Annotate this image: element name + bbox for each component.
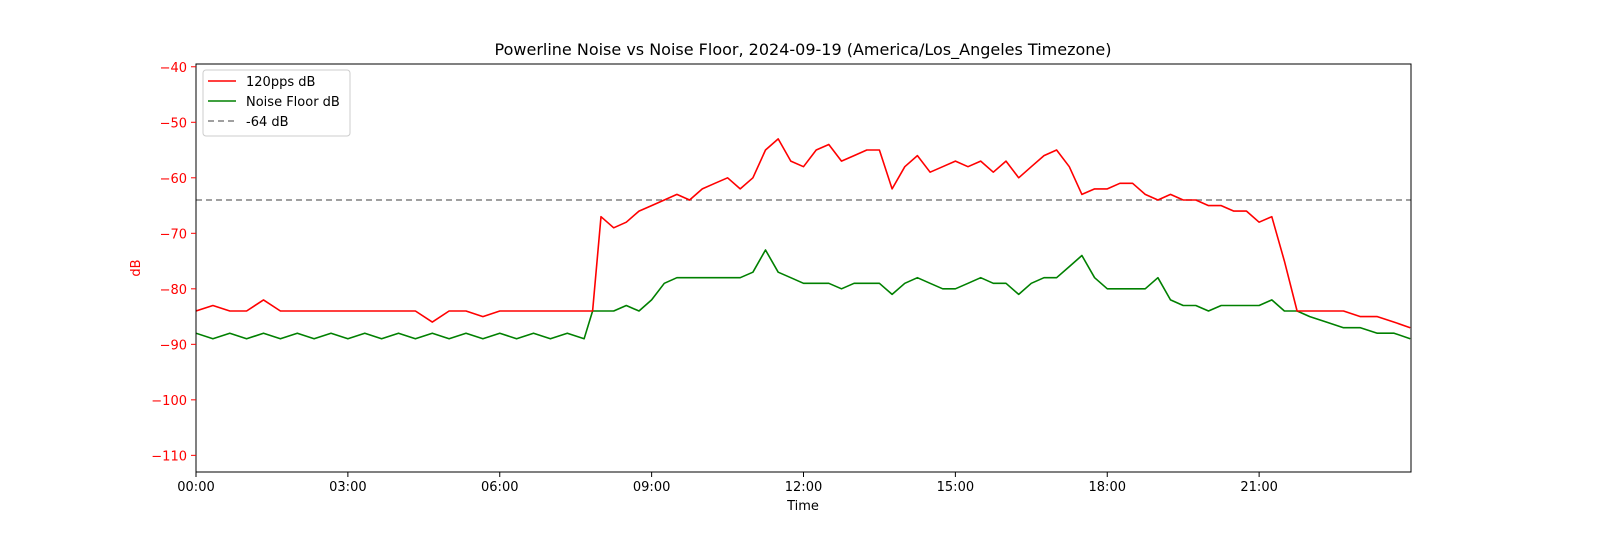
y-tick-label: −50: [160, 116, 187, 131]
legend-box: [202, 69, 351, 137]
y-tick-label: −70: [160, 227, 187, 242]
x-tick-label: 15:00: [937, 480, 974, 495]
x-tick-label: 00:00: [177, 480, 214, 495]
x-tick-label: 03:00: [329, 480, 366, 495]
series-line-powerline: [196, 138, 1411, 329]
y-tick-label: −100: [151, 394, 187, 409]
chart-title: Powerline Noise vs Noise Floor, 2024-09-…: [495, 40, 1112, 60]
y-axis: −40 −50 −60 −70 −80 −90 −100 −110: [151, 61, 196, 464]
legend-label: -64 dB: [246, 115, 289, 130]
x-tick-label: 09:00: [633, 480, 670, 495]
legend-label: 120pps dB: [246, 75, 315, 90]
legend: 120pps dB Noise Floor dB -64 dB: [202, 69, 351, 137]
plot-area: [195, 63, 1412, 473]
series-line-noise-floor: [196, 249, 1411, 340]
x-tick-label: 21:00: [1240, 480, 1277, 495]
x-axis: 00:00 03:00 06:00 09:00 12:00 15:00 18:00 21:00: [177, 472, 1278, 495]
y-tick-label: −80: [160, 283, 187, 298]
y-axis-label: dB: [129, 259, 144, 276]
y-tick-label: −110: [151, 449, 187, 464]
x-tick-label: 12:00: [785, 480, 822, 495]
y-tick-label: −90: [160, 338, 187, 353]
x-tick-label: 18:00: [1089, 480, 1126, 495]
plot-background: [196, 64, 1411, 472]
legend-label: Noise Floor dB: [246, 95, 340, 110]
x-tick-label: 06:00: [481, 480, 518, 495]
y-tick-label: −40: [160, 61, 187, 76]
series-layer: [196, 138, 1411, 340]
x-axis-label: Time: [786, 499, 819, 514]
y-tick-label: −60: [160, 172, 187, 187]
